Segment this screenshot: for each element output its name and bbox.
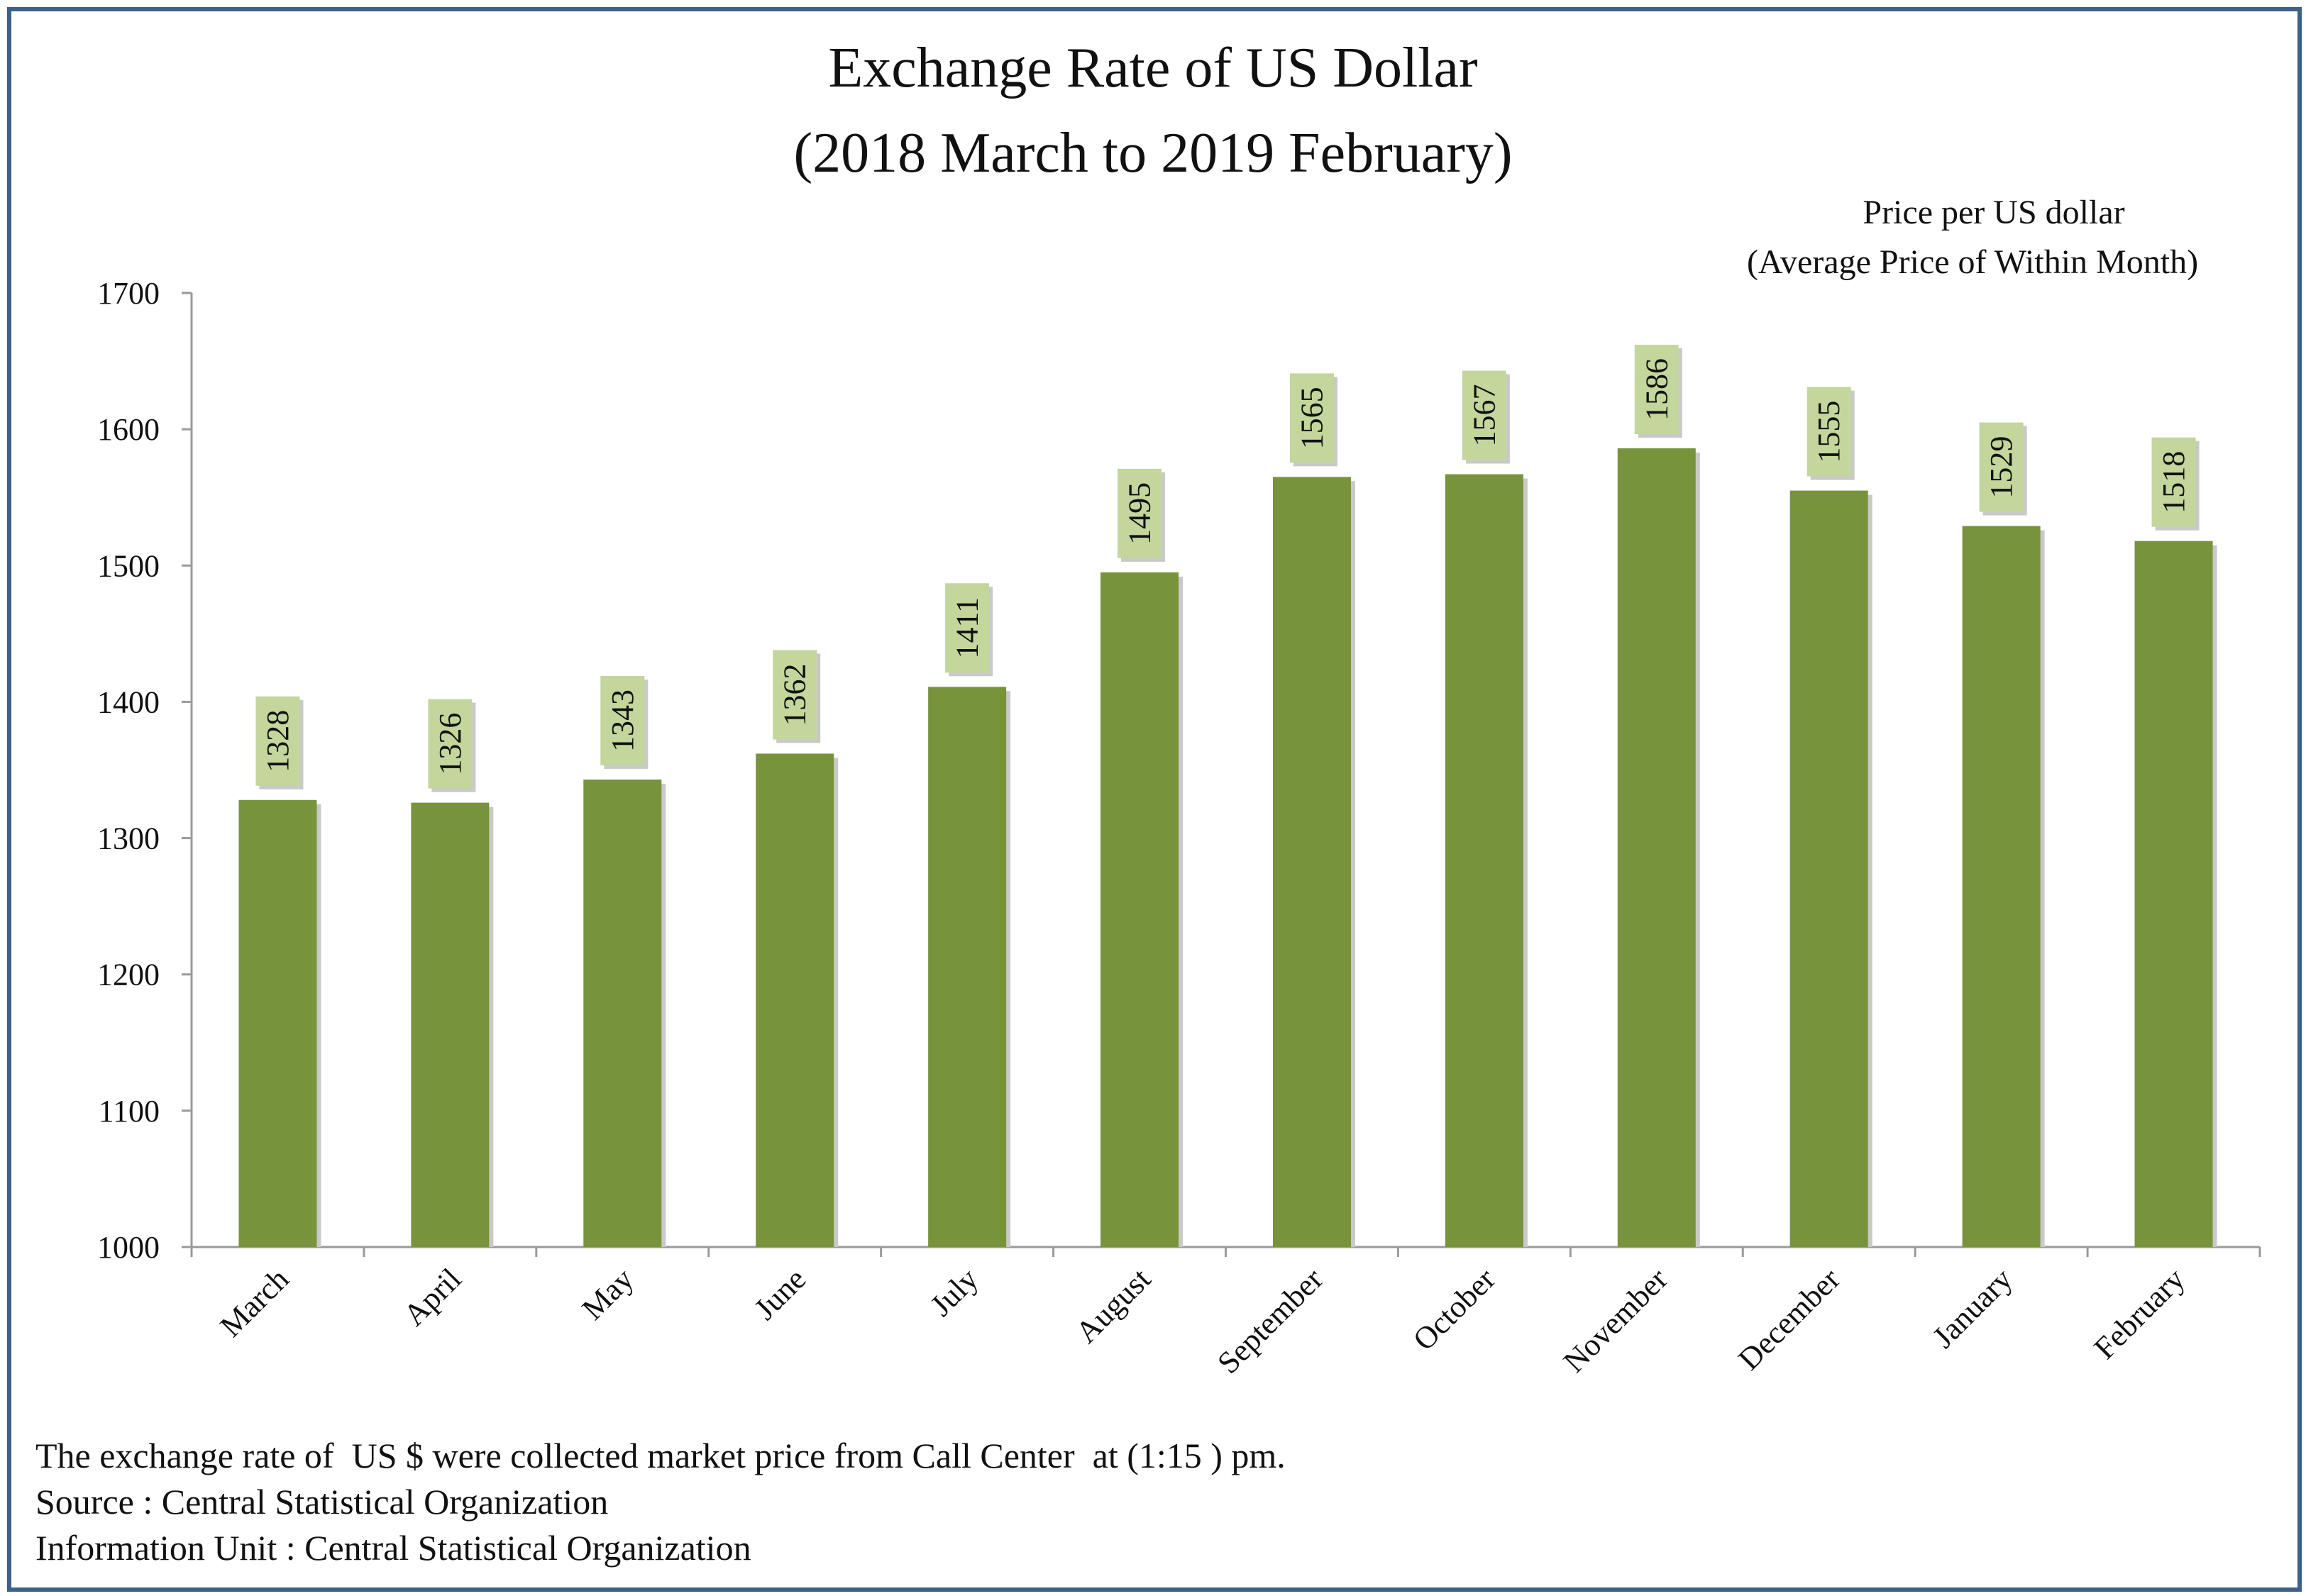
y-tick-label: 1400 [97,685,160,719]
data-label-box [428,699,473,789]
data-label: 1495 [1122,482,1157,545]
x-tick-label: November [1557,1261,1675,1379]
data-label-box [945,583,990,673]
y-tick-label: 1500 [97,548,160,583]
y-tick-label: 1100 [99,1094,160,1129]
chart-subtitle: (2018 March to 2019 February) [793,122,1513,184]
data-label: 1529 [1984,436,2019,499]
bar [928,687,1007,1247]
collection-note: The exchange rate of US $ were collected… [35,1436,1286,1475]
bar [1100,572,1179,1247]
x-tick-label: May [575,1261,641,1326]
bar [1962,526,2041,1247]
data-label: 1555 [1811,401,1846,463]
bar [1272,477,1351,1248]
bar [1789,490,1868,1247]
x-tick-label: October [1406,1261,1502,1357]
data-label: 1328 [260,710,295,772]
data-label-box [2151,437,2196,527]
x-tick-label: January [1926,1261,2019,1354]
y-tick-label: 1700 [97,276,160,311]
data-label: 1411 [950,597,985,658]
chart-title: Exchange Rate of US Dollar [828,37,1478,99]
y-tick-label: 1200 [97,958,160,992]
y-tick-label: 1300 [97,821,160,856]
x-tick-label: August [1069,1261,1158,1350]
data-label-box [1634,345,1679,435]
data-label-box [1462,370,1506,460]
data-label: 1326 [433,713,468,775]
bar [1445,474,1523,1247]
bar [2134,541,2213,1247]
data-label: 1362 [778,663,812,726]
bar [756,753,834,1247]
x-tick-label: July [924,1261,986,1323]
data-label-box [1806,387,1851,477]
y-tick-label: 1600 [97,412,160,447]
data-label: 1567 [1467,384,1501,447]
bar [411,802,490,1247]
data-label: 1565 [1294,387,1329,449]
bar [238,799,317,1247]
unit-sublabel: (Average Price of Within Month) [1746,243,2199,281]
data-label-box [600,675,645,765]
info-unit-note: Information Unit : Central Statistical O… [35,1528,751,1568]
data-label-box [1118,468,1162,558]
x-tick-label: December [1731,1261,1847,1377]
x-tick-label: February [2087,1261,2192,1365]
data-label-box [1979,422,2024,512]
y-tick-label: 1000 [97,1230,160,1265]
x-tick-label: September [1210,1261,1330,1380]
data-label-box [1289,373,1334,463]
x-tick-label: April [397,1261,468,1332]
data-label-box [773,650,817,740]
bar [1617,448,1696,1247]
unit-label: Price per US dollar [1863,194,2125,231]
data-label-box [255,696,300,786]
source-note: Source : Central Statistical Organizatio… [35,1482,609,1522]
data-label: 1343 [605,689,640,752]
x-tick-label: March [214,1261,296,1343]
data-label: 1586 [1639,358,1674,421]
bar [583,779,662,1247]
data-label: 1518 [2156,451,2191,514]
x-tick-label: June [748,1261,813,1326]
